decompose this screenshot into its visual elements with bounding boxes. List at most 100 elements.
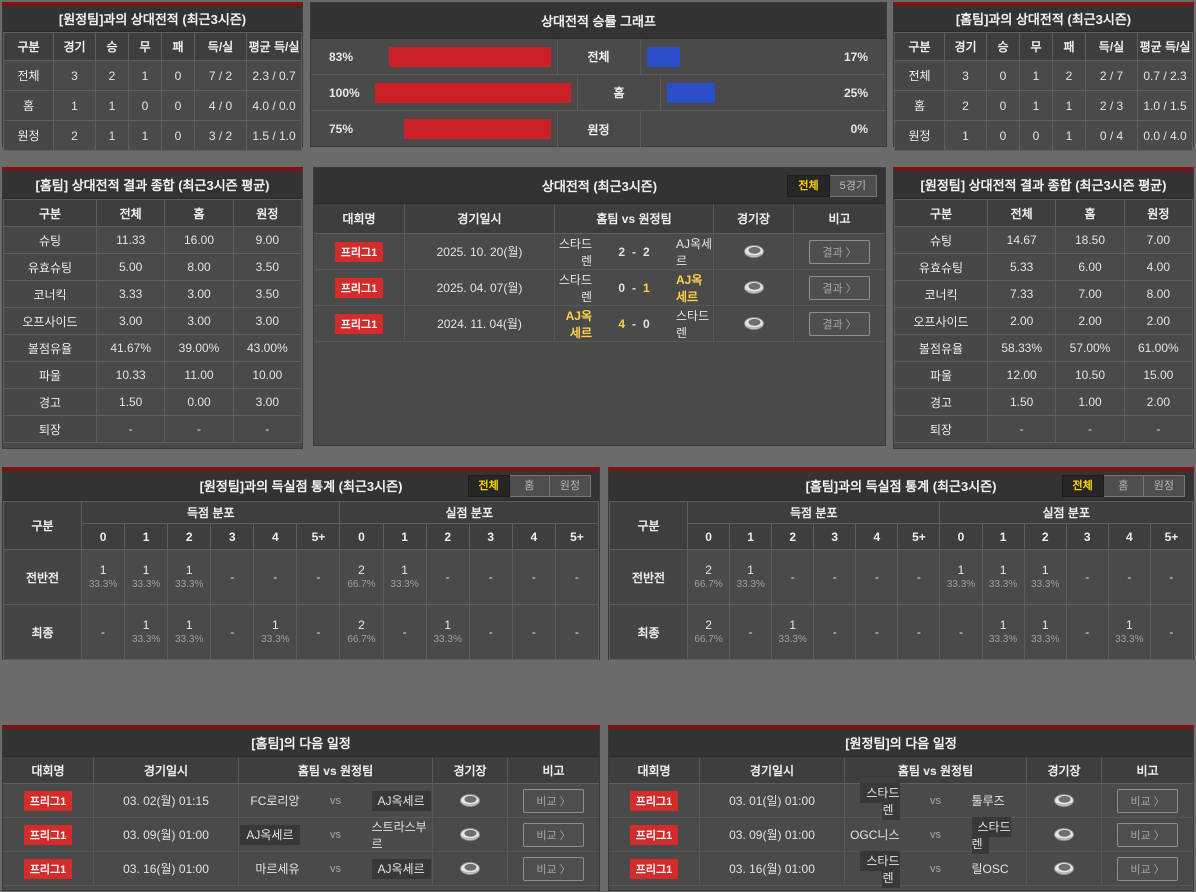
stat-cell: 1 33.3%: [771, 604, 815, 660]
match-row: 프리그1 2024. 11. 04(월) AJ옥세르 4-0 스타드렌 결과 〉: [314, 306, 885, 342]
compare-button[interactable]: 비교 〉: [523, 856, 584, 881]
stadium-icon[interactable]: [743, 244, 765, 259]
cell: -: [164, 415, 234, 443]
cell: 2.00: [986, 307, 1057, 335]
stat-cell: 1 33.3%: [981, 604, 1025, 660]
league-badge: 프리그1: [629, 790, 679, 811]
group-header-row: 구분 득점 분포 실점 분포: [3, 501, 599, 550]
away-score: 1: [643, 280, 650, 295]
match-datetime: 2025. 10. 20(월): [404, 234, 554, 269]
cell: 0: [161, 90, 195, 121]
stadium-icon[interactable]: [743, 316, 765, 331]
cell: 1: [53, 90, 96, 121]
table-row: 전체 3 2 1 0 7 / 2 2.3 / 0.7: [3, 60, 302, 91]
match-datetime: 03. 09(월) 01:00: [699, 818, 844, 851]
result-button[interactable]: 결과 〉: [809, 239, 870, 264]
away-team: 스타드렌: [971, 816, 1011, 854]
right-percent: 0%: [850, 122, 868, 136]
cell: 43.00%: [232, 334, 303, 362]
tab-all[interactable]: 전체: [467, 474, 510, 497]
schedule-header: 대회명 경기일시 홈팀 vs 원정팀 경기장 비고: [609, 757, 1193, 784]
cell: -: [1055, 415, 1125, 443]
away-team: AJ옥세르: [676, 272, 703, 304]
col-header-stadium: 경기장: [1026, 757, 1101, 783]
tab-all[interactable]: 전체: [1061, 474, 1104, 497]
stat-cell: -: [771, 549, 815, 605]
cell: 39.00%: [164, 334, 234, 362]
panel-goal-stats-right: [홈팀]과의 득실점 통계 (최근3시즌) 전체 홈 원정 구분 득점 분포 실…: [608, 467, 1194, 660]
cell: 57.00%: [1055, 334, 1125, 362]
cell: 3: [944, 60, 987, 91]
goal-stats-right-title: [홈팀]과의 득실점 통계 (최근3시즌): [805, 479, 997, 494]
col-header-stadium: 경기장: [432, 757, 507, 783]
table-header-row: 구분 경기 승 무 패 득/실 평균 득/실: [894, 32, 1193, 61]
stadium-icon[interactable]: [1053, 861, 1075, 876]
row-label: 유효슈팅: [3, 253, 97, 281]
stadium-icon[interactable]: [1053, 793, 1075, 808]
score-col: 3: [813, 523, 857, 550]
tab-all[interactable]: 전체: [787, 174, 830, 197]
home-team: 스타드렌: [558, 272, 592, 304]
compare-button[interactable]: 비교 〉: [523, 788, 584, 813]
tab-home[interactable]: 홈: [1103, 474, 1144, 497]
score-col: 5+: [296, 523, 341, 550]
cell: 0.0 / 4.0: [1137, 120, 1193, 151]
col-header: 승: [95, 32, 129, 61]
compare-button[interactable]: 비교 〉: [1117, 856, 1178, 881]
tab-away[interactable]: 원정: [1143, 474, 1185, 497]
stadium-icon[interactable]: [743, 280, 765, 295]
stat-cell: -: [80, 604, 126, 660]
away-team: AJ옥세르: [676, 236, 713, 268]
compare-button[interactable]: 비교 〉: [523, 822, 584, 847]
result-button[interactable]: 결과 〉: [809, 275, 870, 300]
cell: 0 / 4: [1085, 120, 1138, 151]
compare-button[interactable]: 비교 〉: [1117, 788, 1178, 813]
winrate-chart-title: 상대전적 승률 그래프: [311, 3, 886, 39]
stat-cell: -: [253, 549, 298, 605]
tab-5games[interactable]: 5경기: [829, 174, 877, 197]
col-header: 득/실: [1085, 32, 1138, 61]
group-header-scored: 득점 분포: [80, 501, 341, 524]
stadium-icon[interactable]: [459, 861, 481, 876]
stat-cell: 1 33.3%: [124, 604, 169, 660]
col-header: 패: [161, 32, 195, 61]
group-header-conceded: 실점 분포: [339, 501, 599, 524]
table-row: 슈팅 14.67 18.50 7.00: [894, 226, 1194, 254]
row-label: 슈팅: [3, 226, 97, 254]
cell: 11.00: [164, 361, 234, 389]
stadium-icon[interactable]: [459, 793, 481, 808]
cell: 1: [1019, 60, 1053, 91]
col-header-teams: 홈팀 vs 원정팀: [844, 757, 1026, 783]
panel-winrate-chart: 상대전적 승률 그래프 83% 전체 17% 100% 홈 25% 75% 원정…: [310, 2, 887, 147]
table-row: 홈 1 1 0 0 4 / 0 4.0 / 0.0: [3, 90, 302, 121]
table-row: 볼점유율 41.67% 39.00% 43.00%: [3, 334, 303, 362]
stadium-icon[interactable]: [1053, 827, 1075, 842]
cell: 7 / 2: [194, 60, 247, 91]
panel-h2h-matches: 상대전적 (최근3시즌) 전체 5경기 대회명 경기일시 홈팀 vs 원정팀 경…: [313, 167, 886, 446]
result-button[interactable]: 결과 〉: [809, 311, 870, 336]
row-label: 최종: [3, 604, 82, 660]
row-label: 경고: [894, 388, 988, 416]
cell: -: [986, 415, 1057, 443]
tab-away[interactable]: 원정: [549, 474, 591, 497]
col-header-league: 대회명: [342, 212, 376, 226]
vs-label: vs: [330, 794, 341, 807]
stat-cell: 2 66.7%: [686, 604, 731, 660]
home-team: 마르세유: [255, 862, 300, 876]
match-datetime: 2025. 04. 07(월): [404, 270, 554, 305]
score-col: 2: [167, 523, 212, 550]
col-header-league: 대회명: [31, 763, 65, 778]
table-row: 코너킥 7.33 7.00 8.00: [894, 280, 1194, 308]
table-header-row: 구분 전체 홈 원정: [894, 199, 1194, 227]
compare-button[interactable]: 비교 〉: [1117, 822, 1178, 847]
cell: 3.00: [164, 307, 234, 335]
cell: 7.33: [986, 280, 1057, 308]
stat-cell: 1 33.3%: [382, 549, 427, 605]
cell: 8.00: [164, 253, 234, 281]
stat-cell: -: [729, 604, 773, 660]
tab-home[interactable]: 홈: [509, 474, 550, 497]
cell: 7.00: [1055, 280, 1125, 308]
stat-cell: 1 33.3%: [729, 549, 773, 605]
stadium-icon[interactable]: [459, 827, 481, 842]
stat-cell: -: [425, 549, 470, 605]
